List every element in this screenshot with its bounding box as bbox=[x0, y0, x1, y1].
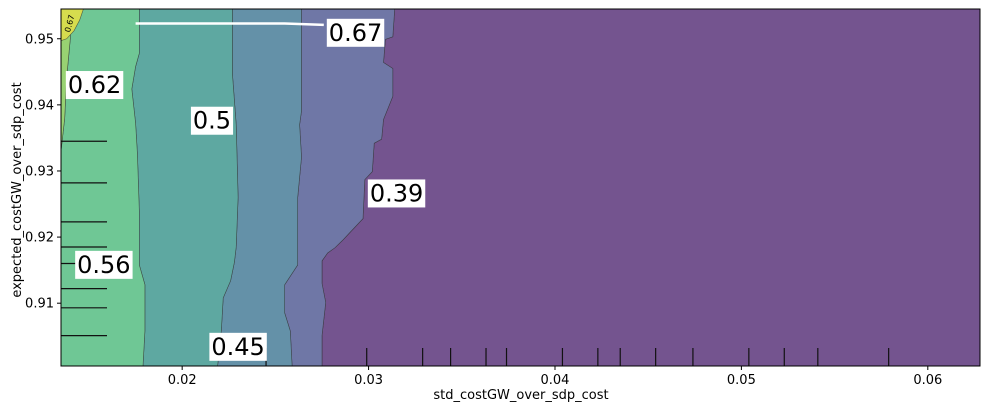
contour-label-text: 0.67 bbox=[329, 19, 382, 47]
contour-label-text: 0.45 bbox=[211, 333, 264, 361]
contour-label: 0.39 bbox=[367, 179, 426, 208]
contour-label-text: 0.62 bbox=[68, 71, 121, 99]
contour-label-box bbox=[209, 332, 267, 361]
contour-label-box bbox=[326, 18, 385, 47]
x-tick-label: 0.05 bbox=[727, 373, 756, 388]
plot-area: 0.67 0.67 0.62 0.5 0.39 0.56 0.45 bbox=[60, 8, 981, 367]
y-tick-label: 0.94 bbox=[25, 98, 54, 113]
x-tick-label: 0.02 bbox=[168, 373, 197, 388]
reference-line bbox=[135, 22, 324, 27]
y-tick-label: 0.91 bbox=[25, 297, 54, 312]
plot-frame bbox=[60, 8, 981, 367]
contour-label: 0.45 bbox=[209, 332, 267, 361]
x-tick-label: 0.04 bbox=[541, 373, 570, 388]
contour-label-text: 0.39 bbox=[370, 179, 423, 207]
contour-band-4 bbox=[60, 8, 146, 367]
contour-label-box bbox=[367, 179, 426, 208]
contour-band-3 bbox=[131, 8, 239, 367]
y-axis-label: expected_costGW_over_sdp_cost bbox=[10, 82, 25, 297]
contour-label-text: 0.56 bbox=[77, 251, 130, 279]
contour-label: 0.62 bbox=[65, 71, 124, 100]
contour-label: 0.5 bbox=[190, 106, 234, 135]
x-tick-label: 0.06 bbox=[913, 373, 942, 388]
y-tick-label: 0.95 bbox=[25, 32, 54, 47]
contour-label-small: 0.67 bbox=[63, 14, 76, 34]
contour-label: 0.67 bbox=[326, 18, 385, 47]
x-axis: 0.02 0.03 0.04 0.05 0.06 bbox=[168, 366, 942, 388]
y-axis: 0.91 0.92 0.93 0.94 0.95 bbox=[25, 32, 61, 312]
contour-label-box bbox=[190, 106, 234, 135]
contour-label: 0.56 bbox=[75, 250, 133, 279]
y-tick-label: 0.93 bbox=[25, 164, 54, 179]
contour-label-text: 0.5 bbox=[193, 107, 231, 135]
y-tick-label: 0.92 bbox=[25, 231, 54, 246]
x-axis-label: std_costGW_over_sdp_cost bbox=[433, 388, 608, 403]
contour-label-box bbox=[75, 250, 133, 279]
x-tick-label: 0.03 bbox=[354, 373, 383, 388]
contour-label-box bbox=[65, 71, 124, 100]
